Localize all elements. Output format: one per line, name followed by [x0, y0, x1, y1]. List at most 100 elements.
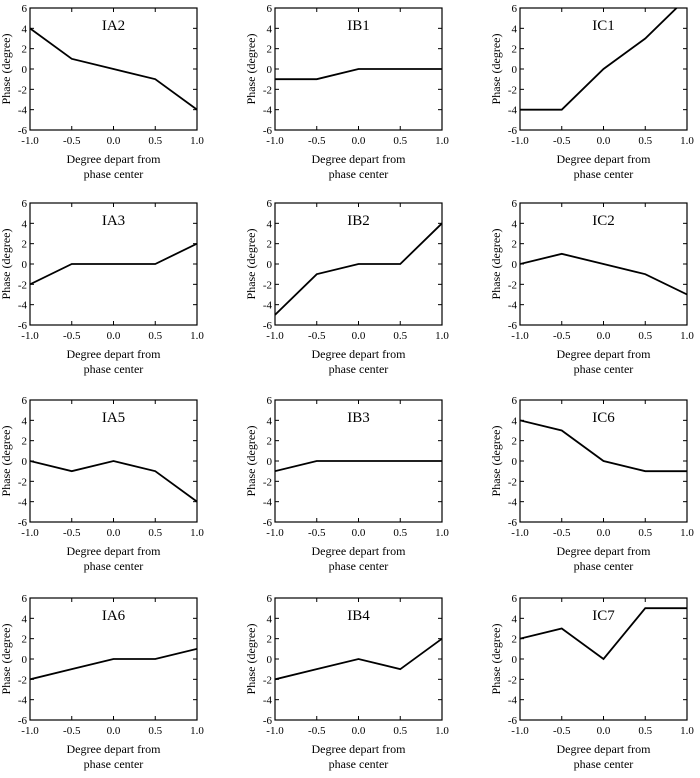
x-tick-label: -1.0: [266, 330, 284, 342]
x-tick-label: -1.0: [21, 527, 39, 539]
x-axis-title-line: Degree depart from: [557, 544, 652, 558]
y-tick-label: -6: [508, 320, 518, 332]
y-tick-label: 0: [267, 654, 273, 666]
x-tick-label: 0.0: [107, 527, 121, 539]
y-tick-label: 4: [512, 415, 518, 427]
x-tick-label: 0.0: [597, 135, 611, 147]
y-tick-label: 2: [22, 634, 28, 646]
y-tick-label: -6: [18, 125, 28, 137]
y-tick-label: -4: [263, 300, 273, 312]
series-line: [30, 27, 197, 111]
y-tick-label: 2: [22, 239, 28, 251]
x-axis-title-line: Degree depart from: [557, 152, 652, 166]
x-tick-label: 0.5: [638, 135, 652, 147]
panel-title: IB2: [347, 213, 370, 229]
series-line: [30, 647, 197, 681]
y-tick-label: -6: [263, 320, 273, 332]
x-axis-title-line: phase center: [574, 167, 634, 181]
y-tick-label: 2: [22, 44, 28, 56]
series-line: [520, 607, 687, 661]
y-tick-label: -4: [508, 497, 518, 509]
x-tick-label: -1.0: [21, 135, 39, 147]
x-tick-label: -0.5: [553, 135, 571, 147]
y-tick-label: -2: [18, 674, 27, 686]
y-tick-label: -4: [508, 105, 518, 117]
x-tick-label: 0.0: [352, 330, 366, 342]
chart-panel-ia2: -6 -4 -2 0 2 4 6 -1.0 -0.5 0.0 0.5 1.0 IA2 Phase (deg…: [0, 3, 204, 181]
series-line: [275, 68, 442, 81]
y-tick-label: -6: [263, 125, 273, 137]
x-tick-label: -1.0: [266, 135, 284, 147]
y-axis-title: Phase (degree): [489, 34, 503, 105]
y-tick-label: -4: [18, 300, 28, 312]
x-axis-title-line: Degree depart from: [67, 152, 162, 166]
y-tick-label: 6: [22, 395, 28, 407]
x-axis-title-line: phase center: [574, 362, 634, 376]
y-tick-label: 6: [512, 198, 518, 210]
panel-title: IC6: [592, 410, 615, 426]
x-axis-title-line: Degree depart from: [312, 742, 407, 756]
chart-panel-ib3: -6 -4 -2 0 2 4 6 -1.0 -0.5 0.0 0.5 1.0 IB3 Phase (deg…: [244, 395, 449, 573]
y-tick-label: 6: [512, 593, 518, 605]
x-tick-label: 0.5: [638, 527, 652, 539]
chart-panel-ic1: -6 -4 -2 0 2 4 6 -1.0 -0.5 0.0 0.5 1.0 IC1 Phase (deg…: [489, 3, 694, 181]
y-tick-label: 2: [512, 239, 518, 251]
series-line: [520, 252, 687, 296]
y-tick-label: 6: [267, 3, 273, 15]
y-tick-label: -4: [508, 300, 518, 312]
series-line: [275, 222, 442, 316]
panel-title: IB3: [347, 410, 370, 426]
chart-panel-ib4: -6 -4 -2 0 2 4 6 -1.0 -0.5 0.0 0.5 1.0 IB4 Phase (deg…: [244, 593, 449, 771]
x-tick-label: 0.5: [148, 330, 162, 342]
x-tick-label: 0.5: [148, 527, 162, 539]
x-tick-label: 1.0: [190, 330, 204, 342]
y-axis-title: Phase (degree): [0, 624, 13, 695]
x-axis-title-line: phase center: [574, 757, 634, 771]
x-tick-label: 0.5: [638, 725, 652, 737]
x-tick-label: -1.0: [21, 725, 39, 737]
y-tick-label: 6: [267, 395, 273, 407]
x-tick-label: 1.0: [435, 725, 449, 737]
y-tick-label: 4: [267, 218, 273, 230]
y-tick-label: 2: [267, 239, 273, 251]
y-tick-label: 2: [512, 436, 518, 448]
y-tick-label: 2: [22, 436, 28, 448]
y-tick-label: 0: [22, 64, 28, 76]
panel-title: IB4: [347, 608, 370, 624]
x-axis-title-line: phase center: [329, 559, 389, 573]
chart-panel-ia6: -6 -4 -2 0 2 4 6 -1.0 -0.5 0.0 0.5 1.0 IA6 Phase (deg…: [0, 593, 204, 771]
y-tick-label: -4: [18, 105, 28, 117]
y-tick-label: 4: [267, 613, 273, 625]
y-tick-label: 0: [22, 259, 28, 271]
y-tick-label: -4: [18, 695, 28, 707]
y-tick-label: 4: [512, 23, 518, 35]
y-tick-label: -6: [508, 715, 518, 727]
x-axis-title-line: phase center: [84, 167, 144, 181]
x-tick-label: -1.0: [266, 527, 284, 539]
series-line: [30, 242, 197, 286]
y-axis-title: Phase (degree): [244, 624, 258, 695]
x-tick-label: -1.0: [21, 330, 39, 342]
y-tick-label: -4: [18, 497, 28, 509]
panel-title: IB1: [347, 18, 370, 34]
x-tick-label: -0.5: [308, 135, 326, 147]
x-axis-title-line: phase center: [329, 362, 389, 376]
x-tick-label: 0.5: [393, 725, 407, 737]
x-tick-label: 0.5: [148, 725, 162, 737]
y-tick-label: 0: [512, 64, 518, 76]
y-tick-label: -6: [18, 517, 28, 529]
x-tick-label: -1.0: [511, 527, 529, 539]
y-tick-label: 4: [22, 218, 28, 230]
x-axis-title-line: Degree depart from: [67, 347, 162, 361]
x-tick-label: -0.5: [308, 725, 326, 737]
y-axis-title: Phase (degree): [244, 34, 258, 105]
x-axis-title-line: phase center: [329, 757, 389, 771]
y-tick-label: -4: [263, 695, 273, 707]
y-tick-label: -6: [508, 125, 518, 137]
x-axis-title-line: Degree depart from: [312, 347, 407, 361]
x-tick-label: -1.0: [511, 330, 529, 342]
panel-title: IC1: [592, 18, 615, 34]
x-tick-label: 0.5: [148, 135, 162, 147]
chart-panel-ic7: -6 -4 -2 0 2 4 6 -1.0 -0.5 0.0 0.5 1.0 IC7 Phase (deg…: [489, 593, 694, 771]
x-tick-label: -0.5: [308, 330, 326, 342]
